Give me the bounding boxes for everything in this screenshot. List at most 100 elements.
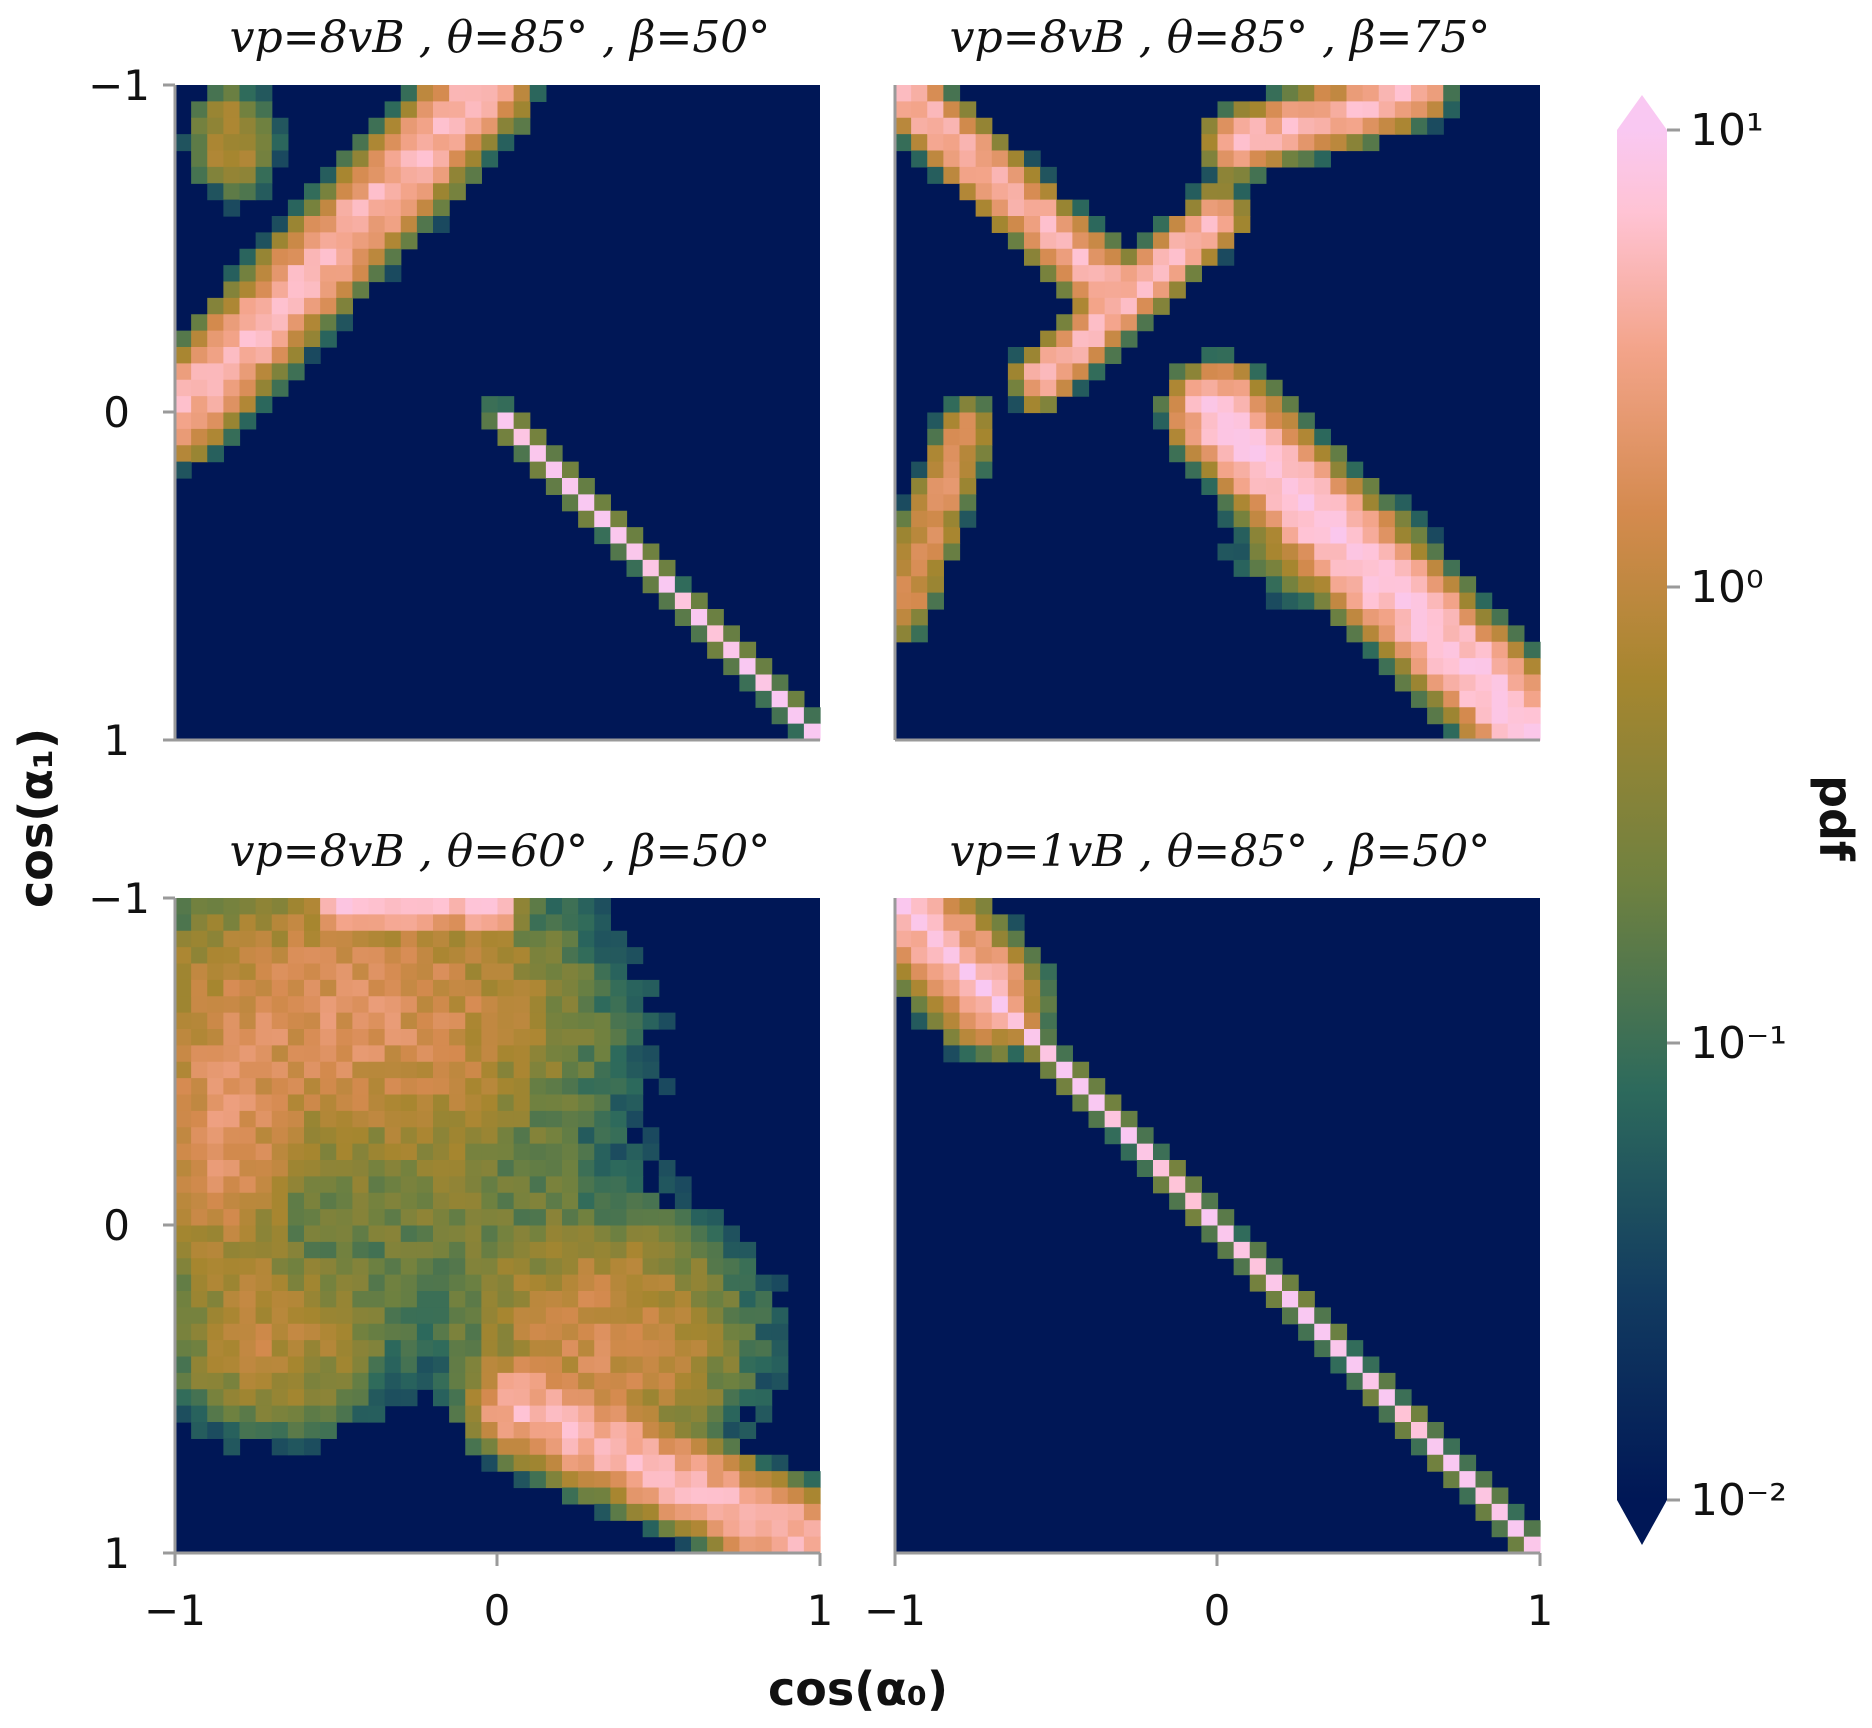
heatmap-cell	[497, 898, 515, 915]
heatmap-cell	[336, 1241, 353, 1259]
colorbar-bottom-extension	[1617, 1500, 1667, 1545]
heatmap-cell	[336, 1258, 353, 1276]
heatmap-cell	[255, 363, 273, 381]
heatmap-cell	[562, 1291, 579, 1308]
heatmap-cell	[1040, 166, 1057, 184]
heatmap-cell	[223, 930, 241, 948]
heatmap-cell	[562, 1143, 579, 1161]
heatmap-cell	[433, 963, 450, 981]
heatmap-cell	[1491, 674, 1509, 692]
heatmap-cell	[287, 1094, 305, 1112]
heatmap-cell	[991, 199, 1009, 217]
heatmap-cell	[239, 183, 257, 201]
heatmap-cell	[304, 1160, 321, 1177]
heatmap-cell	[1072, 347, 1090, 364]
heatmap-cell	[175, 1241, 192, 1259]
heatmap-cell	[449, 914, 466, 932]
heatmap-cell	[304, 1356, 321, 1374]
heatmap-cell	[255, 1323, 273, 1341]
heatmap-cell	[610, 1471, 628, 1489]
heatmap-cell	[175, 461, 192, 479]
heatmap-cell	[1378, 658, 1396, 676]
heatmap-cell	[320, 1012, 337, 1030]
heatmap-cell	[1346, 559, 1364, 577]
heatmap-cell	[1040, 1012, 1057, 1030]
heatmap-cell	[175, 996, 192, 1014]
heatmap-cell	[1314, 117, 1331, 135]
heatmap-cell	[352, 232, 370, 250]
heatmap-cell	[626, 1012, 644, 1030]
heatmap-cell	[287, 281, 305, 299]
heatmap-cell	[562, 461, 579, 479]
heatmap-cell	[400, 166, 418, 184]
heatmap-cell	[1201, 248, 1219, 266]
heatmap-cell	[975, 150, 993, 168]
heatmap-cell	[271, 1029, 289, 1046]
heatmap-cell	[1233, 559, 1251, 577]
heatmap-cell	[352, 1143, 370, 1161]
heatmap-cell	[594, 1389, 611, 1407]
heatmap-cell	[175, 412, 192, 430]
heatmap-cell	[304, 1258, 321, 1276]
heatmap-cell	[895, 963, 912, 981]
heatmap-cell	[529, 1323, 547, 1341]
heatmap-cell	[1233, 543, 1251, 561]
heatmap-cell	[449, 150, 466, 168]
heatmap-cell	[336, 1405, 353, 1423]
heatmap-cell	[384, 1274, 402, 1292]
heatmap-cell	[1491, 690, 1509, 708]
heatmap-cell	[1233, 183, 1251, 201]
heatmap-cell	[787, 1536, 805, 1554]
heatmap-cell	[191, 1110, 208, 1128]
heatmap-cell	[481, 117, 499, 135]
heatmap-cell	[658, 1176, 676, 1194]
heatmap-cell	[642, 979, 660, 997]
heatmap-cell	[1507, 1503, 1525, 1521]
heatmap-cell	[1507, 690, 1525, 708]
heatmap-cell	[400, 1291, 418, 1308]
heatmap-cell	[239, 947, 257, 965]
heatmap-cell	[927, 930, 944, 948]
heatmap-cell	[481, 1127, 499, 1145]
heatmap-cell	[642, 1209, 660, 1227]
heatmap-cell	[191, 1029, 208, 1046]
heatmap-cell	[1201, 134, 1219, 152]
heatmap-cell	[336, 1209, 353, 1227]
heatmap-cell	[223, 183, 241, 201]
heatmap-cell	[610, 1422, 628, 1439]
heatmap-cell	[723, 1536, 740, 1554]
heatmap-cell	[1362, 101, 1380, 119]
heatmap-cell	[658, 1241, 676, 1259]
heatmap-cell	[658, 592, 676, 610]
heatmap-cell	[927, 101, 944, 119]
heatmap-cell	[975, 199, 993, 217]
heatmap-cell	[927, 559, 944, 577]
heatmap-cell	[1282, 101, 1299, 119]
heatmap-cell	[959, 510, 977, 528]
heatmap-cell	[384, 117, 402, 135]
heatmap-cell	[481, 1454, 499, 1472]
heatmap-cell	[465, 1323, 482, 1341]
heatmap-cell	[175, 1110, 192, 1128]
heatmap-cell	[1491, 1520, 1509, 1538]
heatmap-cell	[723, 1225, 740, 1243]
heatmap-cell	[223, 297, 241, 315]
heatmap-cell	[433, 1143, 450, 1161]
heatmap-cell	[529, 461, 547, 479]
heatmap-cell	[433, 1110, 450, 1128]
heatmap-cell	[610, 1389, 628, 1407]
heatmap-cell	[1298, 461, 1315, 479]
heatmap-cell	[1233, 101, 1251, 119]
heatmap-cell	[384, 1061, 402, 1079]
heatmap-cell	[1104, 248, 1122, 266]
heatmap-cell	[465, 1192, 482, 1210]
heatmap-cell	[1169, 396, 1186, 414]
heatmap-cell	[927, 1012, 944, 1030]
heatmap-cell	[207, 1241, 224, 1259]
heatmap-cell	[320, 1291, 337, 1308]
heatmap-cell	[1169, 265, 1186, 283]
heatmap-cell	[1298, 1323, 1315, 1341]
heatmap-cell	[368, 1045, 386, 1063]
heatmap-cell	[1507, 723, 1525, 741]
heatmap-cell	[1330, 592, 1348, 610]
